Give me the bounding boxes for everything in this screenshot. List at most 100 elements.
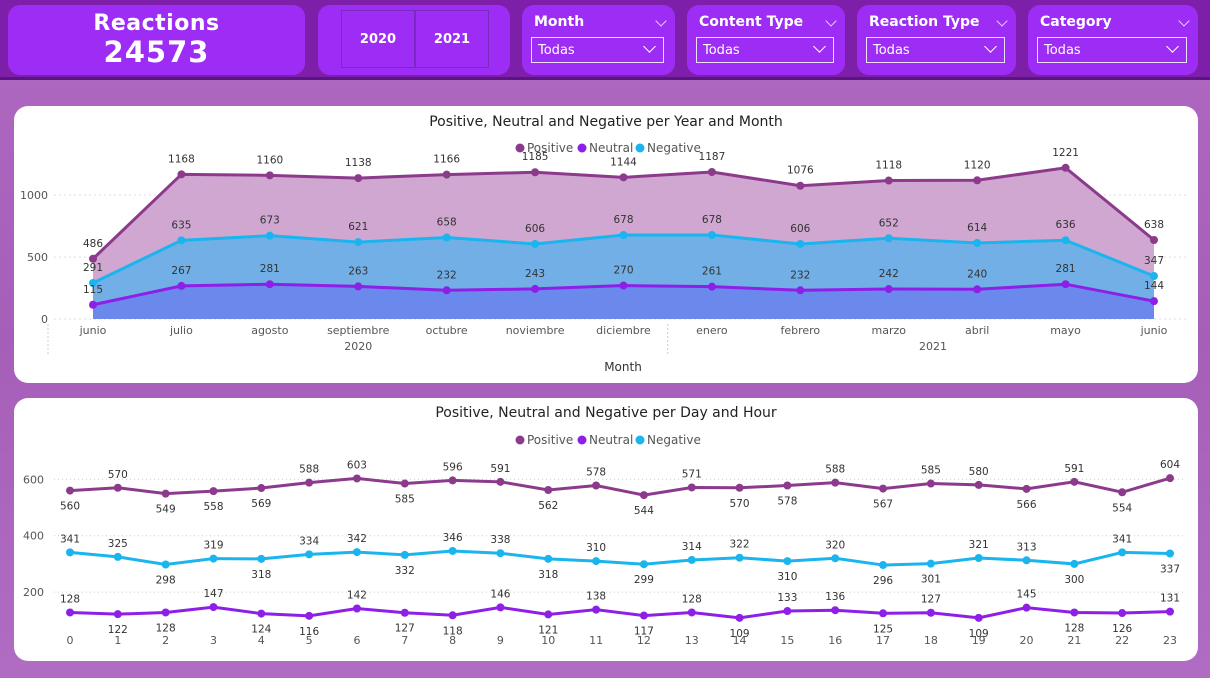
data-label-positive: 588 [299, 464, 319, 476]
point-positive [1022, 484, 1031, 493]
point-neutral [796, 286, 805, 295]
point-neutral [973, 285, 982, 294]
point-negative [1150, 272, 1158, 281]
data-label-positive: 591 [490, 463, 510, 475]
y-tick-label: 400 [23, 530, 44, 543]
data-label-neutral: 136 [825, 591, 845, 603]
point-negative [531, 239, 540, 248]
point-positive [1070, 477, 1079, 486]
data-label-neutral: 243 [525, 268, 545, 280]
data-label-negative: 321 [969, 539, 989, 551]
data-label-negative: 678 [613, 214, 633, 226]
x-tick-label: 23 [1163, 634, 1177, 647]
data-label-neutral: 261 [702, 266, 722, 278]
data-label-negative: 606 [525, 223, 545, 235]
x-tick-label: febrero [780, 324, 820, 337]
data-label-negative: 652 [879, 217, 899, 229]
chart-title: Positive, Neutral and Negative per Day a… [435, 405, 777, 421]
x-tick-label: junio [1140, 324, 1168, 337]
data-label-neutral: 127 [395, 623, 415, 635]
point-positive [783, 481, 792, 490]
point-positive [265, 171, 274, 180]
data-label-negative: 310 [777, 571, 797, 583]
x-tick-label: septiembre [327, 324, 390, 337]
x-tick-label: diciembre [596, 324, 651, 337]
data-label-negative: 678 [702, 214, 722, 226]
reaction-type-select[interactable]: Todas [866, 37, 1005, 63]
chart-title: Positive, Neutral and Negative per Year … [429, 114, 783, 130]
data-label-positive: 591 [1064, 463, 1084, 475]
x-tick-label: 8 [449, 634, 456, 647]
data-label-negative: 347 [1144, 255, 1164, 267]
reactions-kpi-card: Reactions 24573 [8, 5, 305, 75]
x-tick-label: 19 [972, 634, 986, 647]
chevron-down-icon[interactable] [825, 15, 837, 27]
point-negative [831, 554, 840, 563]
point-neutral [352, 604, 361, 613]
point-positive [113, 483, 122, 492]
data-label-negative: 301 [921, 574, 941, 586]
year-button-2020[interactable]: 2020 [341, 10, 415, 68]
point-negative [354, 238, 363, 247]
dropdown-arrow-icon [643, 40, 656, 53]
content-type-select-value: Todas [703, 43, 740, 58]
data-label-neutral: 267 [171, 265, 191, 277]
data-label-neutral: 133 [777, 592, 797, 604]
data-label-negative: 300 [1064, 574, 1084, 586]
data-label-negative: 341 [1112, 533, 1132, 545]
point-positive [354, 174, 363, 183]
content-type-select[interactable]: Todas [696, 37, 834, 63]
y-tick-label: 1000 [20, 189, 48, 202]
chevron-down-icon[interactable] [655, 15, 667, 27]
point-negative [884, 234, 893, 243]
data-label-neutral: 115 [83, 284, 103, 296]
month-select[interactable]: Todas [531, 37, 664, 63]
x-tick-label: 6 [353, 634, 360, 647]
data-label-positive: 560 [60, 501, 80, 513]
point-positive [592, 481, 601, 490]
data-label-negative: 299 [634, 574, 654, 586]
point-negative [66, 548, 74, 557]
chevron-down-icon[interactable] [1178, 15, 1190, 27]
point-positive [400, 479, 409, 488]
data-label-neutral: 121 [538, 624, 558, 636]
data-label-positive: 571 [682, 468, 702, 480]
data-label-neutral: 122 [108, 624, 128, 636]
month-filter-title: Month [534, 14, 585, 30]
x-tick-label: marzo [872, 324, 907, 337]
data-label-negative: 313 [1016, 541, 1036, 553]
point-positive [531, 168, 540, 177]
data-label-neutral: 128 [156, 622, 176, 634]
point-neutral [209, 603, 218, 612]
year-slicer: 2020 2021 [318, 5, 510, 75]
point-positive [973, 176, 982, 185]
point-positive [257, 484, 266, 493]
x-tick-label: 10 [541, 634, 555, 647]
point-positive [352, 474, 361, 483]
legend-label-negative: Negative [647, 433, 701, 447]
point-neutral [639, 611, 648, 620]
data-label-negative: 342 [347, 533, 367, 545]
y-tick-label: 600 [23, 473, 44, 486]
point-positive [831, 478, 840, 487]
category-select[interactable]: Todas [1037, 37, 1187, 63]
y-tick-label: 200 [23, 586, 44, 599]
point-negative [209, 554, 218, 563]
data-label-neutral: 124 [251, 624, 271, 636]
point-positive [1166, 474, 1174, 483]
point-neutral [66, 608, 74, 617]
year-button-2021[interactable]: 2021 [415, 10, 489, 68]
point-negative [796, 239, 805, 248]
x-tick-label: agosto [251, 324, 288, 337]
data-label-negative: 658 [437, 217, 457, 229]
reaction-type-filter-title: Reaction Type [869, 14, 980, 30]
point-neutral [305, 611, 314, 620]
content-type-filter: Content Type Todas [687, 5, 845, 75]
data-label-neutral: 118 [443, 625, 463, 637]
data-label-negative: 318 [538, 569, 558, 581]
chevron-down-icon[interactable] [996, 15, 1008, 27]
point-negative [305, 550, 314, 559]
point-neutral [879, 609, 888, 618]
dropdown-arrow-icon [984, 40, 997, 53]
hourly-line-chart: Positive, Neutral and Negative per Day a… [23, 405, 1186, 647]
